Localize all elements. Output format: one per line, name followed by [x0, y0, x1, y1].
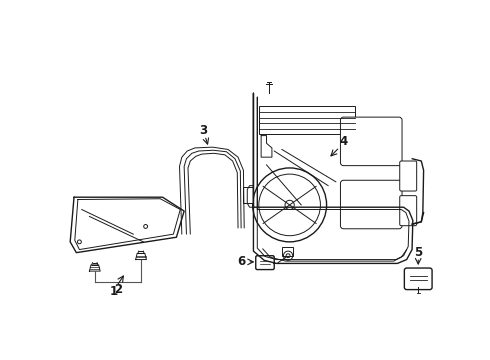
Bar — [259, 106, 355, 134]
FancyBboxPatch shape — [400, 161, 416, 191]
Bar — [282, 247, 294, 256]
Text: 6: 6 — [237, 255, 245, 268]
Text: 2: 2 — [114, 283, 122, 296]
Text: 1: 1 — [109, 285, 118, 298]
FancyBboxPatch shape — [244, 187, 253, 203]
FancyBboxPatch shape — [256, 256, 274, 270]
Text: 5: 5 — [414, 246, 422, 259]
FancyBboxPatch shape — [404, 268, 432, 289]
Text: 3: 3 — [199, 124, 207, 137]
FancyBboxPatch shape — [341, 180, 402, 229]
Text: 4: 4 — [340, 135, 347, 148]
FancyBboxPatch shape — [400, 195, 416, 226]
FancyBboxPatch shape — [341, 117, 402, 166]
